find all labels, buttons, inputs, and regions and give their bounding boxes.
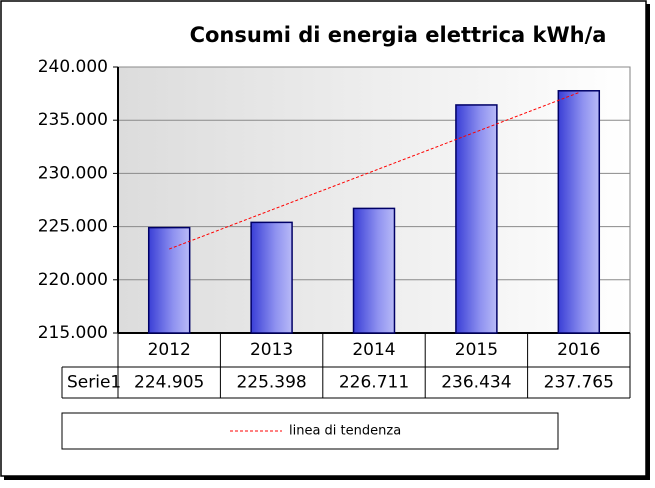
table-value: 237.765 [544, 373, 614, 393]
bar [455, 104, 498, 334]
x-tick-label: 2013 [250, 340, 293, 360]
table-value: 226.711 [339, 373, 409, 393]
chart-title: Consumi di energia elettrica kWh/a [190, 23, 607, 47]
y-tick-label: 220.000 [38, 270, 108, 290]
y-tick-label: 215.000 [38, 323, 108, 343]
bar [147, 226, 191, 334]
legend-label: linea di tendenza [289, 424, 401, 439]
x-tick-label: 2015 [455, 340, 498, 360]
y-tick-label: 230.000 [38, 163, 108, 183]
x-tick-label: 2016 [557, 340, 600, 360]
table-value: 236.434 [441, 373, 511, 393]
y-tick-label: 225.000 [38, 217, 108, 237]
bar [250, 221, 293, 334]
x-tick-label: 2012 [148, 340, 191, 360]
bar [557, 90, 601, 334]
table-value: 225.398 [236, 373, 306, 393]
x-tick-label: 2014 [352, 340, 395, 360]
y-tick-label: 240.000 [38, 57, 108, 77]
legend-key: Serie1 [67, 373, 121, 393]
y-tick-label: 235.000 [38, 110, 108, 130]
legend-box [61, 412, 559, 450]
table-value: 224.905 [134, 373, 204, 393]
trendline [169, 92, 579, 250]
bar [352, 207, 396, 334]
